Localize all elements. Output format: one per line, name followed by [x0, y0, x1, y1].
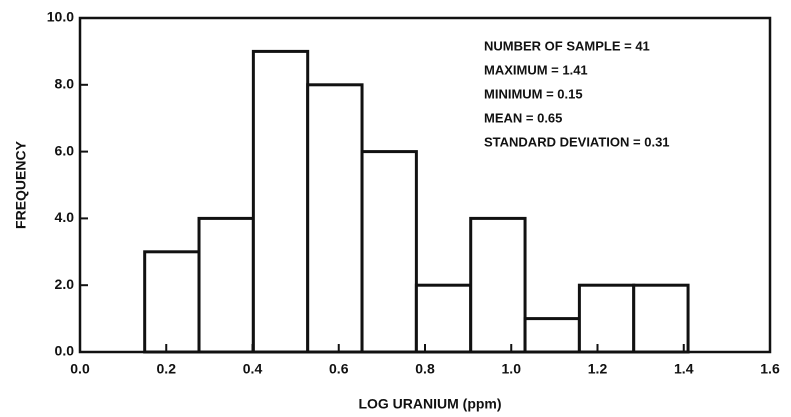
x-tick-label: 0.4 [243, 361, 263, 377]
x-tick-label: 0.0 [70, 361, 90, 377]
x-tick-label: 1.4 [674, 361, 694, 377]
annotation: MAXIMUM = 1.41 [484, 62, 588, 77]
bar [523, 317, 581, 354]
x-axis-label: LOG URANIUM (ppm) [358, 396, 501, 412]
bar [251, 49, 310, 354]
y-tick-label: 2.0 [55, 276, 75, 292]
bar [414, 283, 473, 354]
bar [306, 83, 364, 354]
x-tick-label: 0.8 [415, 361, 435, 377]
bar [577, 283, 636, 354]
x-tick-label: 0.2 [157, 361, 177, 377]
y-tick-label: 0.0 [55, 343, 75, 359]
bar [143, 250, 201, 354]
bar [360, 150, 418, 354]
y-tick-label: 10.0 [47, 9, 74, 25]
annotation: MEAN = 0.65 [484, 110, 562, 125]
annotation: MINIMUM = 0.15 [484, 86, 583, 101]
x-tick-label: 1.6 [760, 361, 780, 377]
x-tick-label: 0.6 [329, 361, 349, 377]
bar [632, 283, 690, 354]
y-tick-label: 8.0 [55, 76, 75, 92]
bar [197, 216, 255, 354]
x-tick-label: 1.2 [588, 361, 608, 377]
annotation: STANDARD DEVIATION = 0.31 [484, 134, 670, 149]
bar [469, 216, 527, 354]
x-tick-label: 1.0 [502, 361, 522, 377]
y-axis-label: FREQUENCY [13, 140, 29, 229]
y-tick-label: 4.0 [55, 209, 75, 225]
y-tick-label: 6.0 [55, 142, 75, 158]
annotation: NUMBER OF SAMPLE = 41 [484, 38, 650, 53]
